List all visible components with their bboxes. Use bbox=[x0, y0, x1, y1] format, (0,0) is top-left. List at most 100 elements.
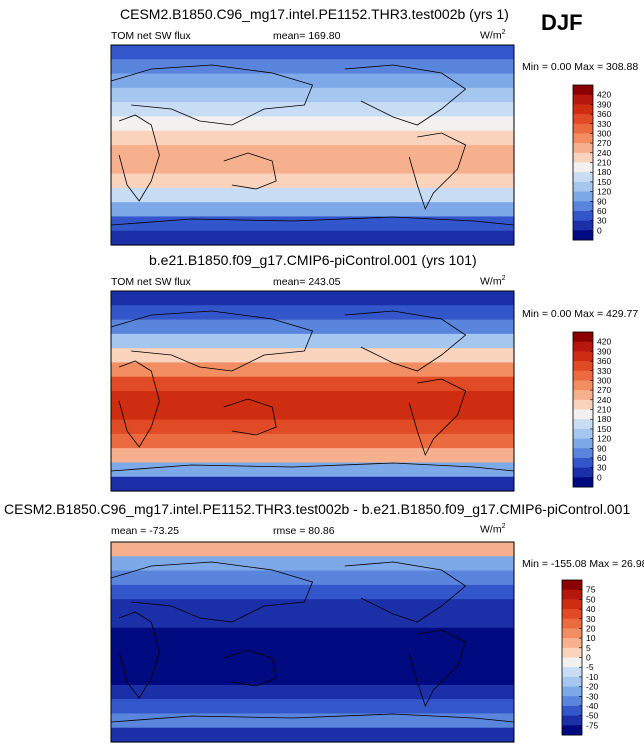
colorbar-1-swatch bbox=[573, 220, 593, 231]
colorbar-2-swatch bbox=[573, 419, 593, 430]
colorbar-3-tick-label: 30 bbox=[586, 614, 596, 624]
colorbar-2-tick-label: 90 bbox=[597, 443, 607, 453]
colorbar-2-tick-label: 390 bbox=[597, 346, 611, 356]
map-3-coastline bbox=[110, 561, 314, 623]
colorbar-2-swatch bbox=[573, 341, 593, 352]
map-1-band bbox=[111, 130, 514, 146]
colorbar-1-tick-label: 360 bbox=[597, 109, 611, 119]
map-2-band bbox=[111, 476, 514, 492]
colorbar-3-tick-label: -40 bbox=[586, 701, 599, 711]
map-2-band bbox=[111, 305, 514, 321]
colorbar-3-tick-label: -10 bbox=[586, 672, 599, 682]
map-1-band bbox=[111, 173, 514, 189]
colorbar-3-swatch bbox=[562, 667, 582, 678]
colorbar-2-swatch bbox=[573, 448, 593, 459]
colorbar-3-tick-label: -5 bbox=[586, 662, 594, 672]
colorbar-3-swatch bbox=[562, 638, 582, 649]
panel-2-variable-label: TOM net SW flux bbox=[111, 276, 191, 288]
map-1-band bbox=[111, 216, 514, 232]
panel-3-minmax: Min = -155.08 Max = 26.98 bbox=[522, 558, 644, 570]
colorbar-1-swatch bbox=[573, 191, 593, 202]
map-2-band bbox=[111, 319, 514, 335]
colorbar-2-swatch bbox=[573, 361, 593, 372]
colorbar-1-tick-label: 390 bbox=[597, 99, 611, 109]
colorbar-1-swatch bbox=[573, 201, 593, 212]
map-2-coastline bbox=[408, 378, 467, 457]
map-1-band bbox=[111, 187, 514, 203]
colorbar-1-tick-label: 60 bbox=[597, 206, 607, 216]
colorbar-2-tick-label: 30 bbox=[597, 463, 607, 473]
colorbar-1-tick-label: 270 bbox=[597, 138, 611, 148]
colorbar-3-tick-label: 20 bbox=[586, 623, 596, 633]
colorbar-3-swatch bbox=[562, 715, 582, 726]
map-3-band bbox=[111, 713, 514, 729]
map-1-coastline bbox=[118, 114, 160, 202]
map-2-band bbox=[111, 405, 514, 421]
map-2-coastline bbox=[344, 310, 467, 372]
colorbar-2-swatch bbox=[573, 370, 593, 381]
map-3-band bbox=[111, 670, 514, 686]
map-2-coastline bbox=[110, 310, 314, 372]
colorbar-3-tick-label: 50 bbox=[586, 594, 596, 604]
map-3-band bbox=[111, 556, 514, 572]
colorbar-2-tick-label: 210 bbox=[597, 405, 611, 415]
colorbar-2-tick-label: 240 bbox=[597, 395, 611, 405]
map-3-coastline bbox=[344, 561, 467, 623]
colorbar-1-tick-label: 150 bbox=[597, 177, 611, 187]
map-1-band bbox=[111, 116, 514, 132]
colorbar-3-swatch bbox=[562, 725, 582, 736]
map-2-coastline bbox=[223, 398, 277, 436]
map-1-band bbox=[111, 87, 514, 103]
map-1-coastline bbox=[344, 64, 467, 126]
map-3-band bbox=[111, 656, 514, 672]
colorbar-3-swatch bbox=[562, 628, 582, 639]
colorbar-2-tick-label: 270 bbox=[597, 385, 611, 395]
colorbar-3-swatch bbox=[562, 609, 582, 620]
map-2-band bbox=[111, 419, 514, 435]
colorbar-1-tick-label: 240 bbox=[597, 148, 611, 158]
map-3-band bbox=[111, 642, 514, 657]
colorbar-2-swatch bbox=[573, 428, 593, 439]
map-1-band bbox=[111, 230, 514, 246]
map-3-coastline bbox=[118, 611, 160, 699]
colorbar-2-swatch bbox=[573, 332, 593, 343]
colorbar-3-tick-label: 0 bbox=[586, 653, 591, 663]
season-label: DJF bbox=[541, 10, 583, 35]
colorbar-3-tick-label: 40 bbox=[586, 604, 596, 614]
panel-3-rmse-label: rmse = 80.86 bbox=[273, 525, 335, 537]
colorbar-2-tick-label: 330 bbox=[597, 366, 611, 376]
map-2-band bbox=[111, 448, 514, 464]
map-1-coastline bbox=[110, 216, 515, 226]
panel-3-mean-label: mean = -73.25 bbox=[111, 525, 180, 537]
map-2-band bbox=[111, 391, 514, 406]
map-3-band bbox=[111, 584, 514, 600]
colorbar-1-swatch bbox=[573, 162, 593, 173]
map-1-band bbox=[111, 45, 514, 60]
colorbar-1-swatch bbox=[573, 94, 593, 105]
map-1-band bbox=[111, 73, 514, 89]
map-2-band bbox=[111, 462, 514, 478]
colorbar-2-tick-label: 300 bbox=[597, 375, 611, 385]
colorbar-3-swatch bbox=[562, 580, 582, 591]
map-2-band bbox=[111, 291, 514, 306]
colorbar-1-swatch bbox=[573, 104, 593, 115]
colorbar-1-swatch bbox=[573, 181, 593, 192]
colorbar-1-swatch bbox=[573, 230, 593, 241]
colorbar-3-swatch bbox=[562, 647, 582, 658]
colorbar-1-swatch bbox=[573, 172, 593, 183]
panel-2-minmax: Min = 0.00 Max = 429.77 bbox=[522, 308, 639, 320]
map-3-band bbox=[111, 613, 514, 629]
colorbar-3-swatch bbox=[562, 696, 582, 707]
colorbar-2-tick-label: 360 bbox=[597, 356, 611, 366]
panel-2-title: b.e21.B1850.f09_g17.CMIP6-piControl.001 … bbox=[149, 252, 477, 268]
colorbar-1-swatch bbox=[573, 210, 593, 222]
colorbar-2-swatch bbox=[573, 409, 593, 420]
panel-3-title: CESM2.B1850.C96_mg17.intel.PE1152.THR3.t… bbox=[4, 501, 631, 517]
colorbar-2-swatch bbox=[573, 380, 593, 391]
colorbar-1-tick-label: 30 bbox=[597, 216, 607, 226]
map-2-coastline bbox=[110, 462, 515, 472]
colorbar-3-swatch bbox=[562, 686, 582, 697]
panel-1-units: W/m2 bbox=[480, 29, 506, 42]
colorbar-1-swatch bbox=[573, 123, 593, 134]
